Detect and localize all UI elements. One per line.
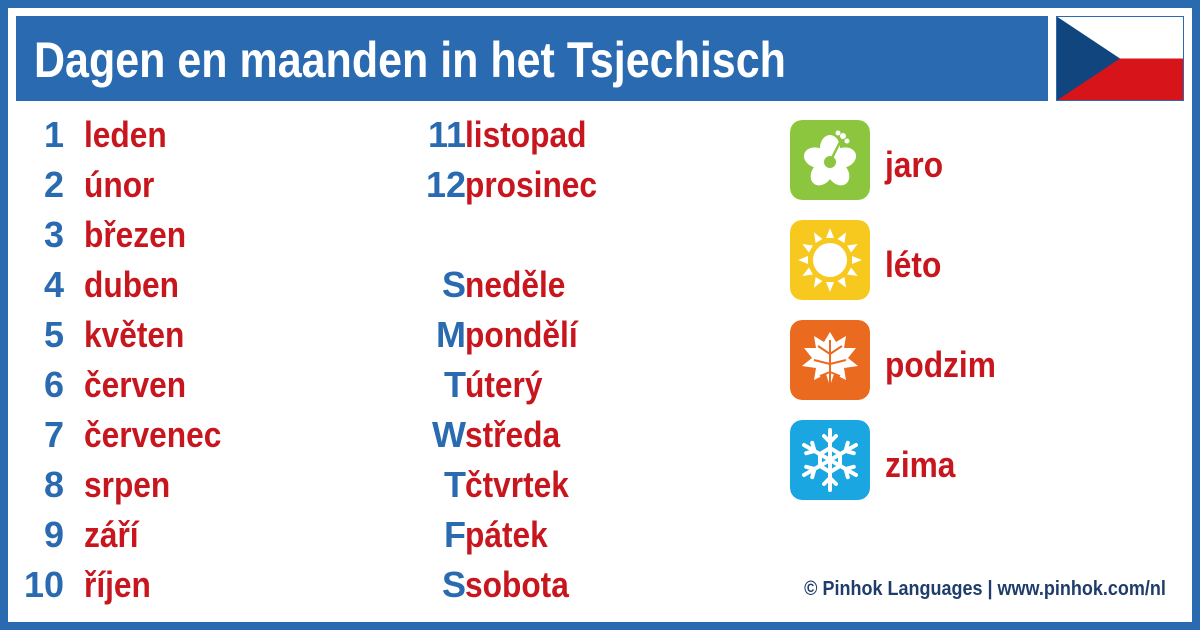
month-name: říjen <box>84 564 151 605</box>
month-row: 4 duben <box>0 261 400 309</box>
month-name: květen <box>84 314 185 355</box>
season-name: léto <box>885 244 942 285</box>
month-number: 4 <box>43 264 64 305</box>
day-name: sobota <box>465 564 569 605</box>
season-name: jaro <box>885 144 944 185</box>
month-number: 3 <box>43 214 64 255</box>
day-row: T čtvrtek <box>380 461 780 509</box>
day-abbreviation: W <box>432 414 466 455</box>
day-row: M pondělí <box>380 311 780 359</box>
day-abbreviation: T <box>444 364 466 405</box>
month-row: 3 březen <box>0 211 400 259</box>
month-row: 10 říjen <box>0 561 400 609</box>
day-name: středa <box>465 414 561 455</box>
day-abbreviation: F <box>444 514 466 555</box>
month-row: 5 květen <box>0 311 400 359</box>
day-name: pátek <box>465 514 548 555</box>
czech-flag-icon <box>1056 16 1184 101</box>
day-abbreviation: S <box>441 264 466 305</box>
month-number: 8 <box>43 464 64 505</box>
month-row: 1 leden <box>0 111 400 159</box>
day-row: W středa <box>380 411 780 459</box>
day-abbreviation: S <box>441 564 466 605</box>
leaf-icon <box>790 320 870 400</box>
month-number: 12 <box>425 164 466 205</box>
month-name: leden <box>84 114 167 155</box>
day-row: T úterý <box>380 361 780 409</box>
month-number: 6 <box>43 364 64 405</box>
month-name: srpen <box>84 464 171 505</box>
day-name: pondělí <box>465 314 578 355</box>
month-number: 7 <box>43 414 64 455</box>
month-row: 8 srpen <box>0 461 400 509</box>
month-name: září <box>84 514 139 555</box>
day-row: S neděle <box>380 261 780 309</box>
month-number: 1 <box>43 114 64 155</box>
month-name: červen <box>84 364 187 405</box>
month-row: 7 červenec <box>0 411 400 459</box>
flower-icon <box>790 120 870 200</box>
month-number: 2 <box>43 164 64 205</box>
footer-credit: © Pinhok Languages | www.pinhok.com/nl <box>804 578 1166 600</box>
month-row: 6 červen <box>0 361 400 409</box>
month-row: 11 listopad <box>380 111 780 159</box>
month-row: 12 prosinec <box>380 161 780 209</box>
month-number: 5 <box>43 314 64 355</box>
season-name: podzim <box>885 344 996 385</box>
month-row: 9 září <box>0 511 400 559</box>
month-name: duben <box>84 264 180 305</box>
month-number: 11 <box>427 114 466 155</box>
month-name: prosinec <box>465 164 598 205</box>
snowflake-icon <box>790 420 870 500</box>
month-number: 9 <box>43 514 64 555</box>
month-number: 10 <box>23 564 64 605</box>
month-name: červenec <box>84 414 222 455</box>
day-name: čtvrtek <box>465 464 569 505</box>
month-name: únor <box>84 164 155 205</box>
month-row: 2 únor <box>0 161 400 209</box>
page-title: Dagen en maanden in het Tsjechisch <box>34 32 786 88</box>
sun-icon <box>790 220 870 300</box>
season-name: zima <box>885 444 956 485</box>
day-abbreviation: T <box>444 464 466 505</box>
day-name: neděle <box>465 264 566 305</box>
day-name: úterý <box>465 364 543 405</box>
header-bar: Dagen en maanden in het Tsjechisch <box>16 16 1048 101</box>
day-row: F pátek <box>380 511 780 559</box>
month-name: listopad <box>465 114 587 155</box>
day-abbreviation: M <box>436 314 466 355</box>
day-row: S sobota <box>380 561 780 609</box>
month-name: březen <box>84 214 187 255</box>
